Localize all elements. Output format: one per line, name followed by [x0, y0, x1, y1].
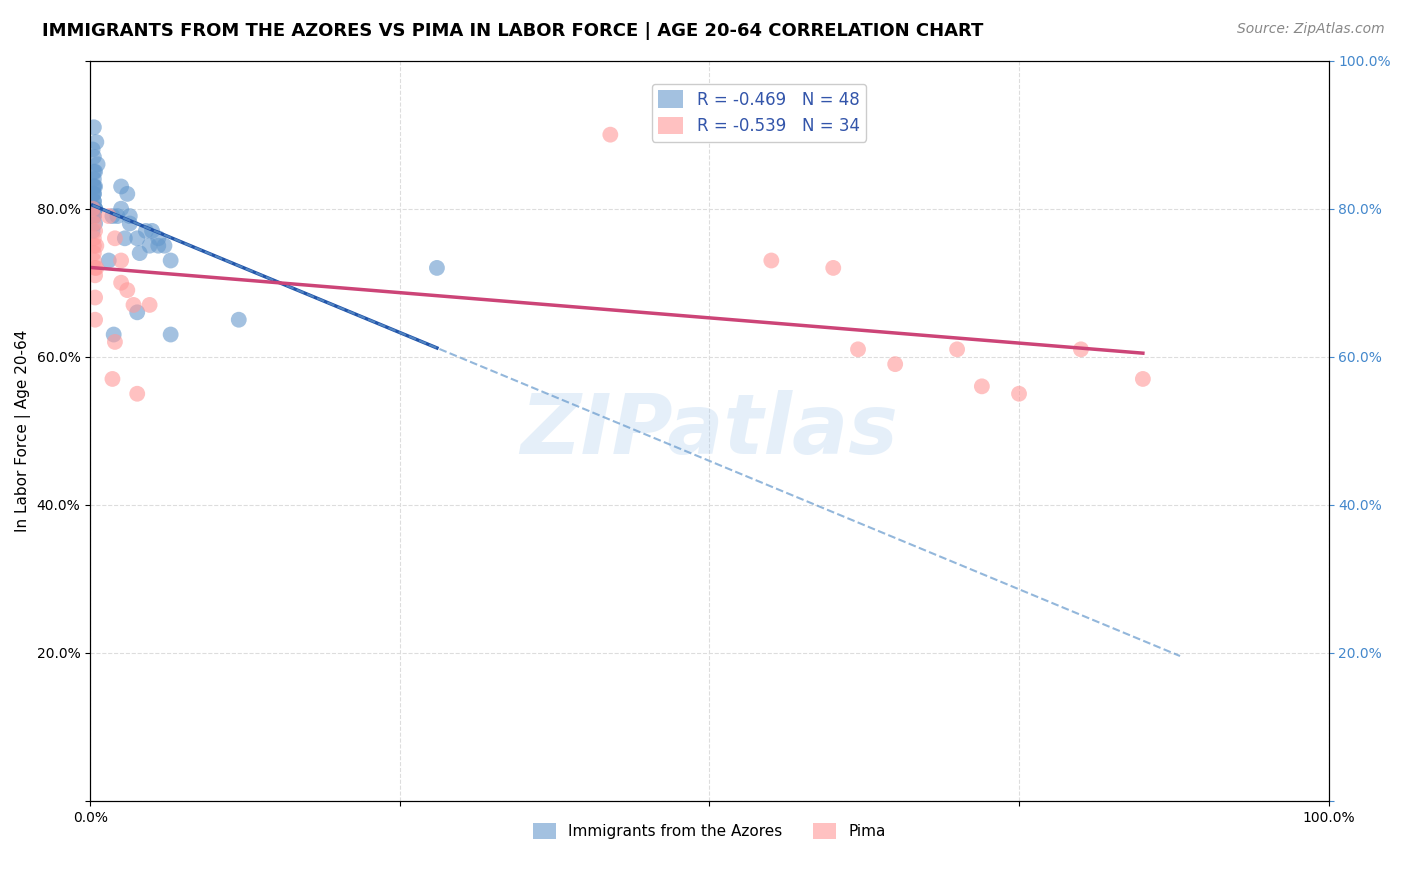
Point: [83, 209, 105, 223]
Point: [83, 209, 105, 223]
Point: [84, 224, 107, 238]
Point: [103, 327, 125, 342]
Point: [135, 224, 157, 238]
Point: [128, 246, 150, 260]
Point: [84, 268, 107, 283]
Point: [138, 298, 160, 312]
Point: [83, 246, 105, 260]
Point: [117, 186, 139, 201]
Point: [101, 372, 124, 386]
Point: [153, 238, 176, 252]
Point: [84, 202, 107, 216]
Point: [127, 231, 149, 245]
Point: [83, 186, 105, 201]
Point: [761, 253, 783, 268]
Point: [127, 386, 149, 401]
Point: [82, 202, 104, 216]
Point: [1008, 386, 1031, 401]
Point: [83, 186, 105, 201]
Point: [104, 334, 127, 349]
Point: [110, 179, 132, 194]
Text: ZIPatlas: ZIPatlas: [520, 391, 898, 471]
Point: [823, 260, 845, 275]
Point: [846, 343, 869, 357]
Point: [83, 172, 105, 186]
Point: [105, 209, 128, 223]
Point: [159, 253, 181, 268]
Point: [82, 202, 104, 216]
Point: [83, 179, 105, 194]
Point: [86, 260, 108, 275]
Point: [970, 379, 993, 393]
Point: [84, 202, 107, 216]
Point: [141, 224, 163, 238]
Point: [84, 164, 107, 178]
Point: [104, 231, 127, 245]
Point: [83, 179, 105, 194]
Point: [84, 312, 107, 326]
Point: [127, 305, 149, 319]
Point: [148, 231, 170, 245]
Point: [82, 143, 104, 157]
Point: [86, 135, 108, 149]
Point: [83, 194, 105, 209]
Point: [83, 194, 105, 209]
Point: [946, 343, 969, 357]
Point: [83, 217, 105, 231]
Point: [84, 217, 107, 231]
Point: [1070, 343, 1092, 357]
Point: [122, 298, 145, 312]
Point: [599, 128, 621, 142]
Legend: Immigrants from the Azores, Pima: Immigrants from the Azores, Pima: [527, 817, 891, 845]
Point: [1132, 372, 1154, 386]
Point: [110, 202, 132, 216]
Point: [86, 238, 108, 252]
Point: [114, 231, 136, 245]
Point: [148, 238, 170, 252]
Point: [118, 217, 141, 231]
Point: [138, 238, 160, 252]
Point: [426, 260, 449, 275]
Point: [83, 164, 105, 178]
Point: [110, 253, 132, 268]
Point: [86, 157, 108, 171]
Text: Source: ZipAtlas.com: Source: ZipAtlas.com: [1237, 22, 1385, 37]
Point: [83, 231, 105, 245]
Point: [82, 209, 104, 223]
Point: [84, 291, 107, 305]
Point: [83, 253, 105, 268]
Point: [97, 209, 120, 223]
Point: [83, 209, 105, 223]
Point: [884, 357, 907, 371]
Point: [101, 209, 124, 223]
Point: [82, 186, 104, 201]
Point: [118, 209, 141, 223]
Y-axis label: In Labor Force | Age 20-64: In Labor Force | Age 20-64: [15, 329, 31, 532]
Point: [84, 202, 107, 216]
Point: [82, 224, 104, 238]
Point: [83, 238, 105, 252]
Point: [159, 327, 181, 342]
Point: [228, 312, 250, 326]
Point: [83, 120, 105, 135]
Point: [84, 260, 107, 275]
Point: [83, 150, 105, 164]
Text: IMMIGRANTS FROM THE AZORES VS PIMA IN LABOR FORCE | AGE 20-64 CORRELATION CHART: IMMIGRANTS FROM THE AZORES VS PIMA IN LA…: [42, 22, 984, 40]
Point: [117, 283, 139, 297]
Point: [110, 276, 132, 290]
Point: [97, 253, 120, 268]
Point: [84, 179, 107, 194]
